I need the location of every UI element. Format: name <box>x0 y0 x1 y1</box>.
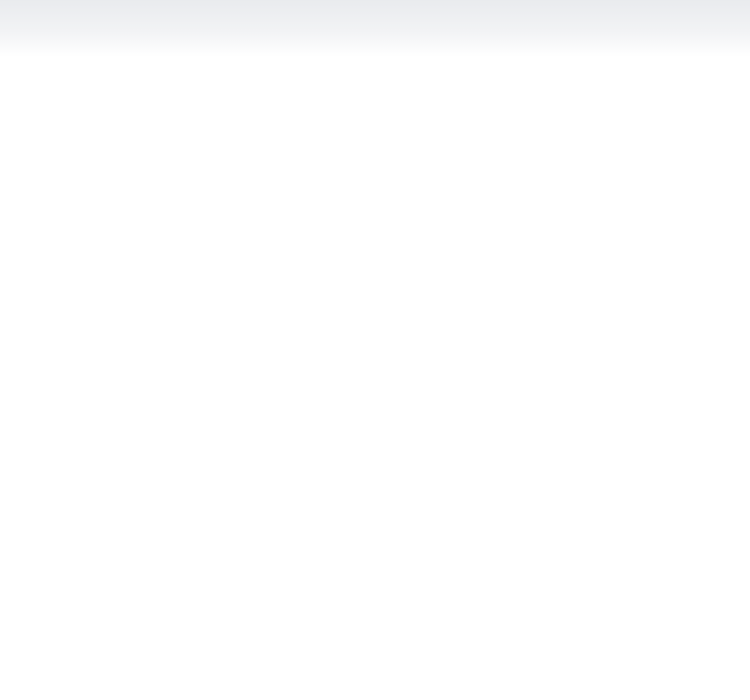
panel-a-illustration <box>0 0 750 57</box>
panel-c-chart <box>405 62 750 342</box>
phonon-illustration-canvas <box>0 0 750 57</box>
panel-e-chart <box>420 342 750 672</box>
panel-d-chart <box>20 342 430 672</box>
panel-b-chart <box>20 62 420 342</box>
